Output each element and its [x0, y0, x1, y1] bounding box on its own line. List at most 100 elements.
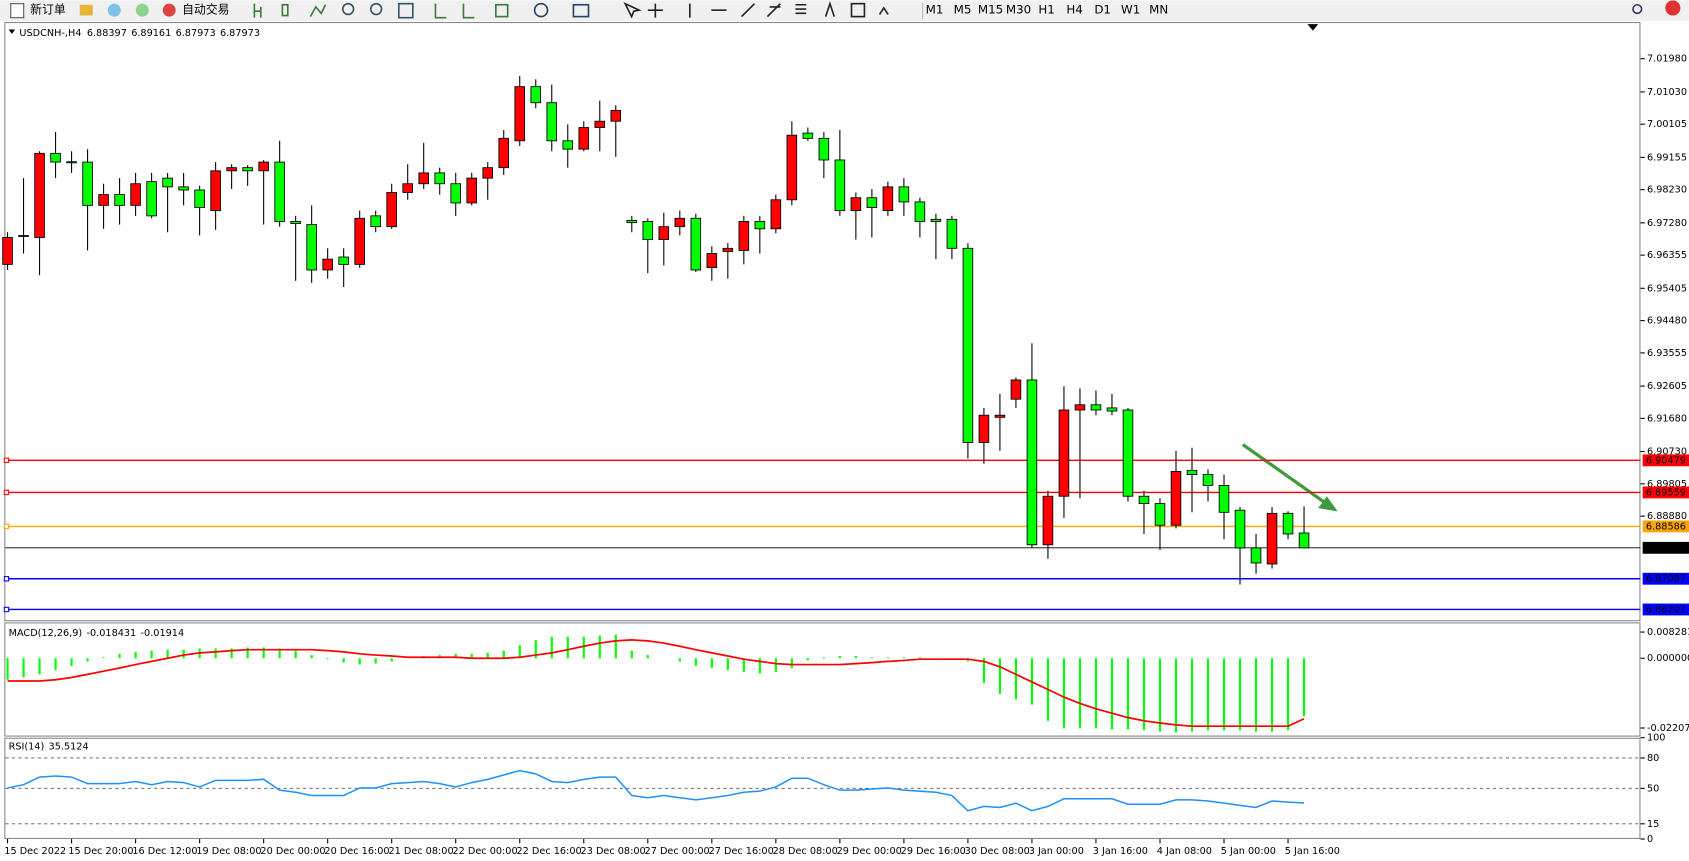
toolbar: 新订单 自动交易	[0, 0, 1689, 21]
x-tick-label: 29 Dec 00:00	[837, 846, 902, 857]
arrow-head	[1318, 496, 1338, 512]
search-icon[interactable]	[1632, 3, 1643, 15]
x-tick-label: 29 Dec 16:00	[901, 846, 966, 857]
level-handle	[3, 576, 10, 582]
auto-trading-button[interactable]: 自动交易	[182, 3, 229, 17]
x-tick-label: 20 Dec 16:00	[324, 846, 389, 857]
new-order-icon[interactable]	[10, 3, 25, 19]
candle-body	[946, 218, 958, 249]
icon[interactable]	[572, 3, 590, 18]
icon[interactable]	[462, 3, 475, 19]
timeframe-button[interactable]: M1	[926, 3, 944, 17]
icon[interactable]	[740, 3, 756, 18]
candle-body	[546, 102, 558, 142]
timeframe-button[interactable]: D1	[1094, 3, 1111, 17]
notification-badge[interactable]	[1665, 0, 1681, 16]
y-tick-label: 6.96355	[1647, 250, 1687, 261]
candle-body	[818, 137, 830, 161]
icon[interactable]	[253, 3, 262, 18]
candle-body	[690, 217, 702, 271]
icon[interactable]	[824, 1, 836, 17]
y-tick-label: 6.95405	[1647, 283, 1687, 294]
candle-body	[1186, 469, 1198, 476]
timeframe-button[interactable]: MN	[1149, 3, 1168, 17]
icon[interactable]	[850, 2, 866, 18]
x-tick-label: 5 Jan 16:00	[1285, 846, 1340, 857]
icon[interactable]	[309, 4, 327, 17]
macd-signal-value: -0.01914	[141, 628, 185, 639]
chart-shift-marker	[1307, 24, 1319, 31]
candle-body	[610, 109, 622, 122]
icon[interactable]	[79, 4, 93, 16]
auto-trading-icon[interactable]	[162, 3, 176, 17]
icon[interactable]	[397, 2, 414, 19]
icon[interactable]	[369, 2, 383, 16]
candle-body	[1106, 407, 1118, 412]
icon[interactable]	[878, 6, 889, 15]
x-tick-label: 27 Dec 16:00	[709, 846, 774, 857]
level-label: 6.88586	[1646, 521, 1686, 532]
y-tick-label: 0	[1647, 834, 1653, 845]
candle-body	[1234, 509, 1246, 549]
candle-body	[1298, 532, 1310, 549]
timeframe-button[interactable]: M5	[954, 3, 972, 17]
y-tick-label: 6.92605	[1647, 381, 1687, 392]
candle-body	[1026, 379, 1038, 546]
level-label-bg	[1642, 520, 1689, 533]
y-tick-label: 7.01030	[1647, 87, 1687, 98]
x-tick-label: 3 Jan 16:00	[1093, 846, 1148, 857]
candle-body	[386, 192, 397, 228]
candle-body	[1090, 404, 1102, 411]
candle-body	[1138, 495, 1150, 505]
icon[interactable]	[795, 3, 807, 15]
candle-body	[98, 194, 109, 206]
candle-body	[914, 201, 926, 222]
candle-body	[114, 194, 125, 206]
candle-body	[1058, 409, 1070, 497]
candle-body	[338, 256, 349, 265]
timeframe-button[interactable]: H1	[1038, 3, 1054, 17]
candle-body	[962, 247, 974, 443]
level-label-bg	[1642, 572, 1689, 585]
candle-body	[1170, 471, 1182, 526]
candle-body	[578, 127, 590, 150]
candle-body	[930, 218, 942, 222]
candle-body	[146, 181, 157, 217]
candle-body	[514, 86, 526, 142]
new-order-button[interactable]: 新订单	[30, 3, 66, 17]
candle-body	[642, 221, 654, 241]
candle-body	[402, 183, 413, 193]
timeframe-button[interactable]: M30	[1006, 3, 1031, 17]
timeframe-button[interactable]: H4	[1066, 3, 1082, 17]
menu-triangle[interactable]	[8, 29, 16, 34]
icon[interactable]	[647, 3, 663, 18]
icon[interactable]	[495, 3, 509, 18]
icon[interactable]	[341, 2, 355, 16]
x-tick-label: 23 Dec 08:00	[581, 846, 646, 857]
candle-body	[562, 140, 574, 150]
toolbar-bg	[0, 0, 1689, 21]
candle-body	[66, 161, 77, 164]
icon[interactable]	[766, 3, 781, 18]
macd-header: MACD(12,26,9) -0.018431 -0.01914	[9, 628, 184, 639]
icon[interactable]	[281, 3, 289, 17]
timeframe-button[interactable]: M15	[978, 3, 1003, 17]
x-tick-label: 22 Dec 00:00	[452, 846, 517, 857]
candle-body	[786, 134, 798, 201]
header-low: 6.87973	[176, 28, 216, 39]
icon[interactable]	[533, 2, 549, 18]
candle-body	[882, 186, 894, 212]
chart-header: USDCNH-,H4 6.88397 6.89161 6.87973 6.87973	[19, 28, 260, 39]
icon[interactable]	[107, 3, 121, 17]
y-tick-label: 100	[1647, 733, 1666, 744]
icon[interactable]	[135, 3, 149, 17]
timeframe-button[interactable]: W1	[1121, 3, 1140, 17]
icon[interactable]	[434, 3, 447, 19]
macd-pane-frame	[4, 622, 1641, 737]
x-tick-label: 15 Dec 2022	[4, 846, 66, 857]
icon[interactable]	[623, 1, 642, 19]
macd-signal-line	[7, 639, 1305, 728]
candle-body	[626, 219, 638, 223]
candle-body	[274, 161, 285, 222]
level-handle	[3, 489, 10, 496]
